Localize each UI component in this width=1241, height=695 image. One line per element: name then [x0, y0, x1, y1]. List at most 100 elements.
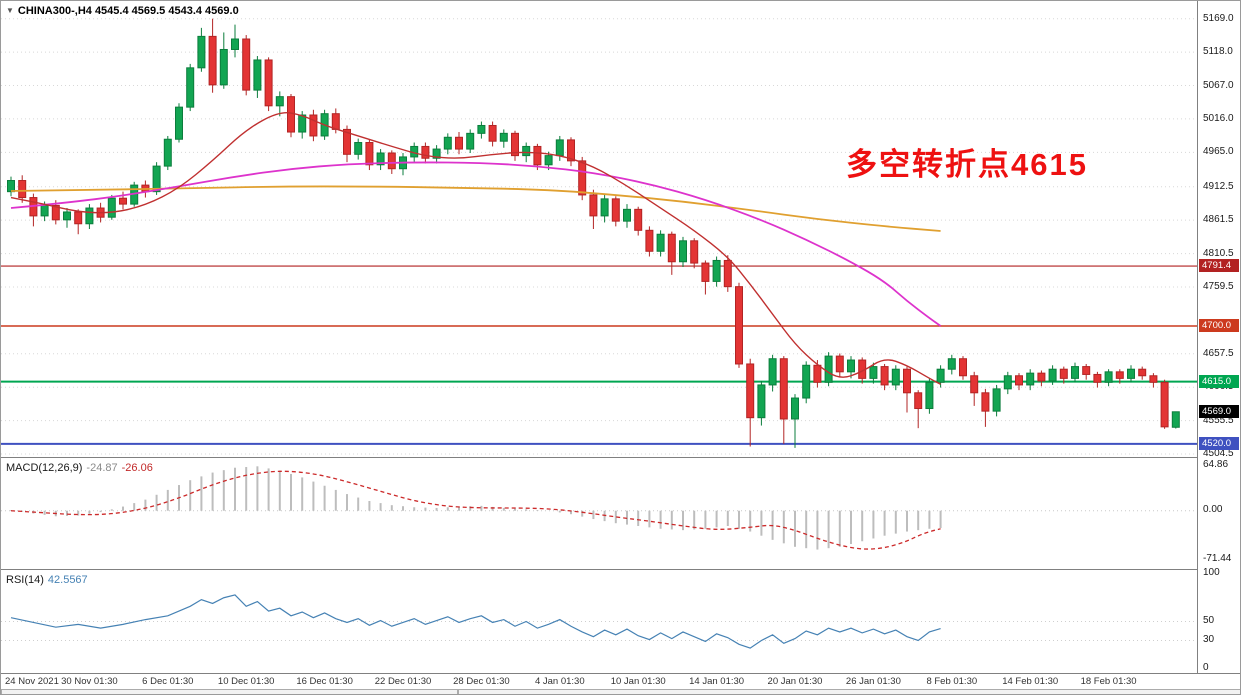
axis-tick-label: 5067.0 — [1203, 79, 1234, 91]
candle-body — [331, 113, 340, 130]
time-tick-label: 10 Jan 01:30 — [610, 676, 666, 687]
axis-tick-label: 50 — [1203, 614, 1215, 626]
time-tick-label: 20 Jan 01:30 — [767, 676, 823, 687]
candle-body — [455, 136, 463, 150]
candle-body — [1015, 375, 1023, 386]
candle-body — [813, 364, 822, 383]
candle-body — [522, 145, 531, 157]
candle-body — [869, 366, 878, 379]
candle-body — [309, 114, 318, 137]
rsi-value: 42.5567 — [47, 574, 88, 586]
candle-body — [242, 38, 251, 91]
axis-tick-label: 5118.0 — [1203, 46, 1233, 58]
macd-panel[interactable]: MACD(12,26,9) -24.87 -26.06 — [1, 457, 1197, 569]
candle-body — [1171, 411, 1180, 428]
candle-body — [1082, 366, 1091, 375]
candle-body — [656, 233, 665, 252]
candle-body — [992, 388, 1001, 412]
candlestick-canvas[interactable] — [1, 1, 1197, 457]
bottom-scrollbar-left[interactable] — [1, 689, 458, 694]
candle-body — [903, 368, 911, 394]
candle-body — [847, 359, 855, 373]
time-tick-label: 14 Jan 01:30 — [689, 676, 745, 687]
price-tag: 4615.0 — [1199, 374, 1239, 388]
candle-body — [925, 381, 934, 410]
candle-body — [1093, 373, 1102, 383]
axis-tick-label: 30 — [1203, 633, 1215, 645]
time-tick-label: 6 Dec 01:30 — [142, 676, 194, 687]
rsi-indicator-label: RSI(14) 42.5567 — [6, 574, 92, 586]
candle-body — [1127, 368, 1135, 379]
price-chart-panel[interactable]: ▼ CHINA300-,H4 4545.4 4569.5 4543.4 4569.… — [1, 1, 1197, 457]
candle-body — [175, 106, 183, 140]
candle-body — [186, 67, 195, 108]
candle-body — [891, 368, 900, 386]
candle-body — [802, 364, 811, 399]
candle-body — [555, 139, 564, 157]
bottom-scrollbar-right[interactable] — [458, 689, 1240, 694]
time-tick-label: 26 Jan 01:30 — [845, 676, 901, 687]
chart-annotation-text: 多空转折点4615 — [846, 147, 1088, 182]
candle-body — [152, 165, 161, 193]
candle-body — [623, 208, 631, 222]
price-tag: 4700.0 — [1199, 318, 1239, 332]
candle-body — [936, 368, 945, 383]
axis-tick-label: 100 — [1203, 567, 1220, 578]
candle-body — [264, 59, 273, 107]
price-tag: 4791.4 — [1199, 259, 1239, 273]
candle-body — [533, 145, 542, 166]
candle-body — [959, 358, 967, 377]
candle-body — [511, 132, 519, 157]
candle-body — [578, 160, 587, 196]
ma-medium-line — [10, 161, 942, 327]
candle-body — [1026, 372, 1035, 386]
axis-tick-label: 4912.5 — [1203, 180, 1234, 192]
time-tick-label: 10 Dec 01:30 — [217, 676, 275, 687]
rsi-line — [10, 594, 941, 649]
candle-body — [880, 366, 889, 386]
time-tick-label: 8 Feb 01:30 — [926, 676, 978, 687]
symbol-ohlc-text: CHINA300-,H4 4545.4 4569.5 4543.4 4569.0 — [17, 5, 239, 17]
chevron-down-icon[interactable]: ▼ — [6, 6, 14, 15]
axis-tick-label: 4810.5 — [1203, 247, 1234, 259]
candle-body — [746, 363, 755, 419]
candle-body — [544, 155, 553, 166]
time-tick-label: 24 Nov 2021 — [5, 676, 59, 687]
axis-tick-label: 4657.5 — [1203, 347, 1234, 359]
candle-body — [723, 259, 732, 288]
candle-body — [376, 152, 385, 166]
axis-tick-label: 4555.5 — [1203, 414, 1234, 426]
axis-tick-label: 4861.5 — [1203, 214, 1234, 226]
candle-body — [432, 148, 441, 159]
candle-body — [914, 392, 923, 410]
rsi-canvas[interactable] — [1, 570, 1197, 673]
time-axis[interactable]: 24 Nov 2021 30 Nov 01:30 6 Dec 01:30 10 Dec… — [1, 673, 1240, 689]
price-axis[interactable]: 5169.0 5118.0 5067.0 5016.0 4965.0 4912.5 4861… — [1197, 1, 1240, 673]
candle-body — [443, 136, 452, 150]
ma-slow-line — [10, 185, 941, 232]
candle-body — [18, 180, 27, 199]
axis-tick-label: 5016.0 — [1203, 112, 1234, 124]
candle-body — [421, 145, 430, 159]
candle-body — [63, 211, 71, 221]
candle-body — [1104, 371, 1113, 383]
candle-body — [824, 355, 833, 383]
candle-body — [253, 59, 262, 91]
candle-body — [757, 384, 766, 419]
macd-canvas[interactable] — [1, 458, 1197, 569]
candle-body — [40, 204, 49, 217]
axis-tick-label: 0.00 — [1203, 503, 1223, 515]
macd-main-value: -24.87 — [86, 462, 118, 474]
price-tag: 4569.0 — [1199, 404, 1239, 418]
candle-body — [477, 124, 486, 134]
candle-body — [85, 207, 94, 225]
axis-tick-label: 0 — [1203, 662, 1209, 673]
candle-body — [354, 142, 363, 155]
candle-body — [791, 397, 799, 420]
rsi-panel[interactable]: RSI(14) 42.5567 — [1, 569, 1197, 673]
candle-body — [466, 132, 475, 150]
candle-body — [679, 240, 687, 263]
bottom-bar — [1, 689, 1240, 694]
candle-body — [231, 38, 239, 50]
